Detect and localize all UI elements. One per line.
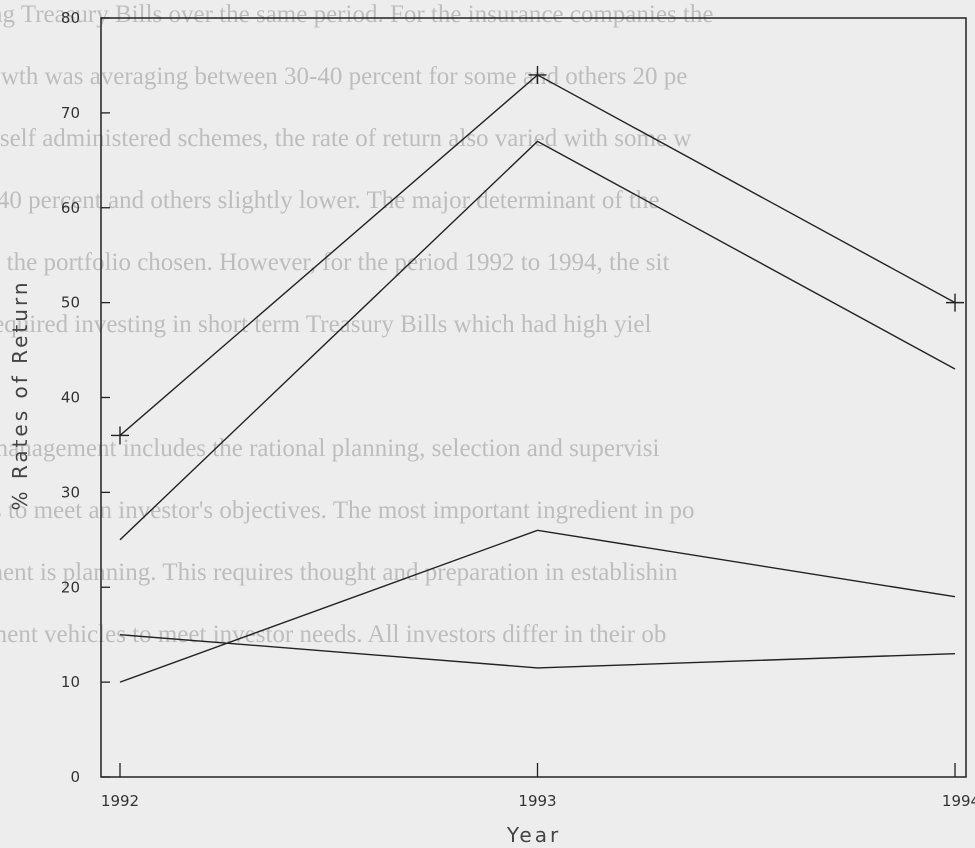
background-text-line: ya required investing in short term Trea… — [0, 311, 652, 338]
y-tick-label: 20 — [61, 578, 80, 596]
background-text-line: he self administered schemes, the rate o… — [0, 125, 692, 152]
series-4-line — [119, 633, 956, 669]
y-tick-label: 0 — [70, 768, 80, 786]
series-2-line — [119, 140, 956, 541]
y-tick-label: 30 — [61, 483, 80, 501]
background-text-line: n is the portfolio chosen. However, for … — [0, 249, 670, 276]
series-1-line — [119, 74, 956, 436]
plot-frame — [100, 17, 967, 778]
x-tick-label: 1994 — [942, 792, 975, 810]
series-1-point — [946, 293, 964, 312]
background-text-line: ge of 40 percent and others slightly low… — [0, 187, 660, 214]
background-text-line: o management includes the rational plann… — [0, 435, 660, 462]
series-3-line — [119, 529, 956, 683]
x-tick-label: 1992 — [101, 792, 139, 810]
x-tick-label: 1993 — [518, 792, 556, 810]
x-axis-title: Year — [506, 823, 561, 847]
y-tick-label: 60 — [61, 199, 80, 217]
y-axis-title: % Rates of Return — [8, 280, 32, 511]
y-tick-label: 40 — [61, 389, 80, 407]
background-text-line: estment vehicles to meet investor needs.… — [0, 621, 667, 648]
y-tick-label: 80 — [61, 9, 80, 27]
y-tick-label: 10 — [61, 673, 80, 691]
y-tick-label: 70 — [61, 104, 80, 122]
background-text-line: ities to meet an investor's objectives. … — [0, 497, 695, 524]
series-1-point — [528, 65, 547, 84]
y-tick-label: 50 — [61, 294, 80, 312]
background-text-line: rowth was averaging between 30-40 percen… — [0, 63, 688, 90]
series-1-point — [111, 426, 129, 445]
background-text-line: ng Treasury Bills over the same period. … — [0, 1, 714, 28]
background-text-line: gement is planning. This requires though… — [0, 559, 678, 586]
